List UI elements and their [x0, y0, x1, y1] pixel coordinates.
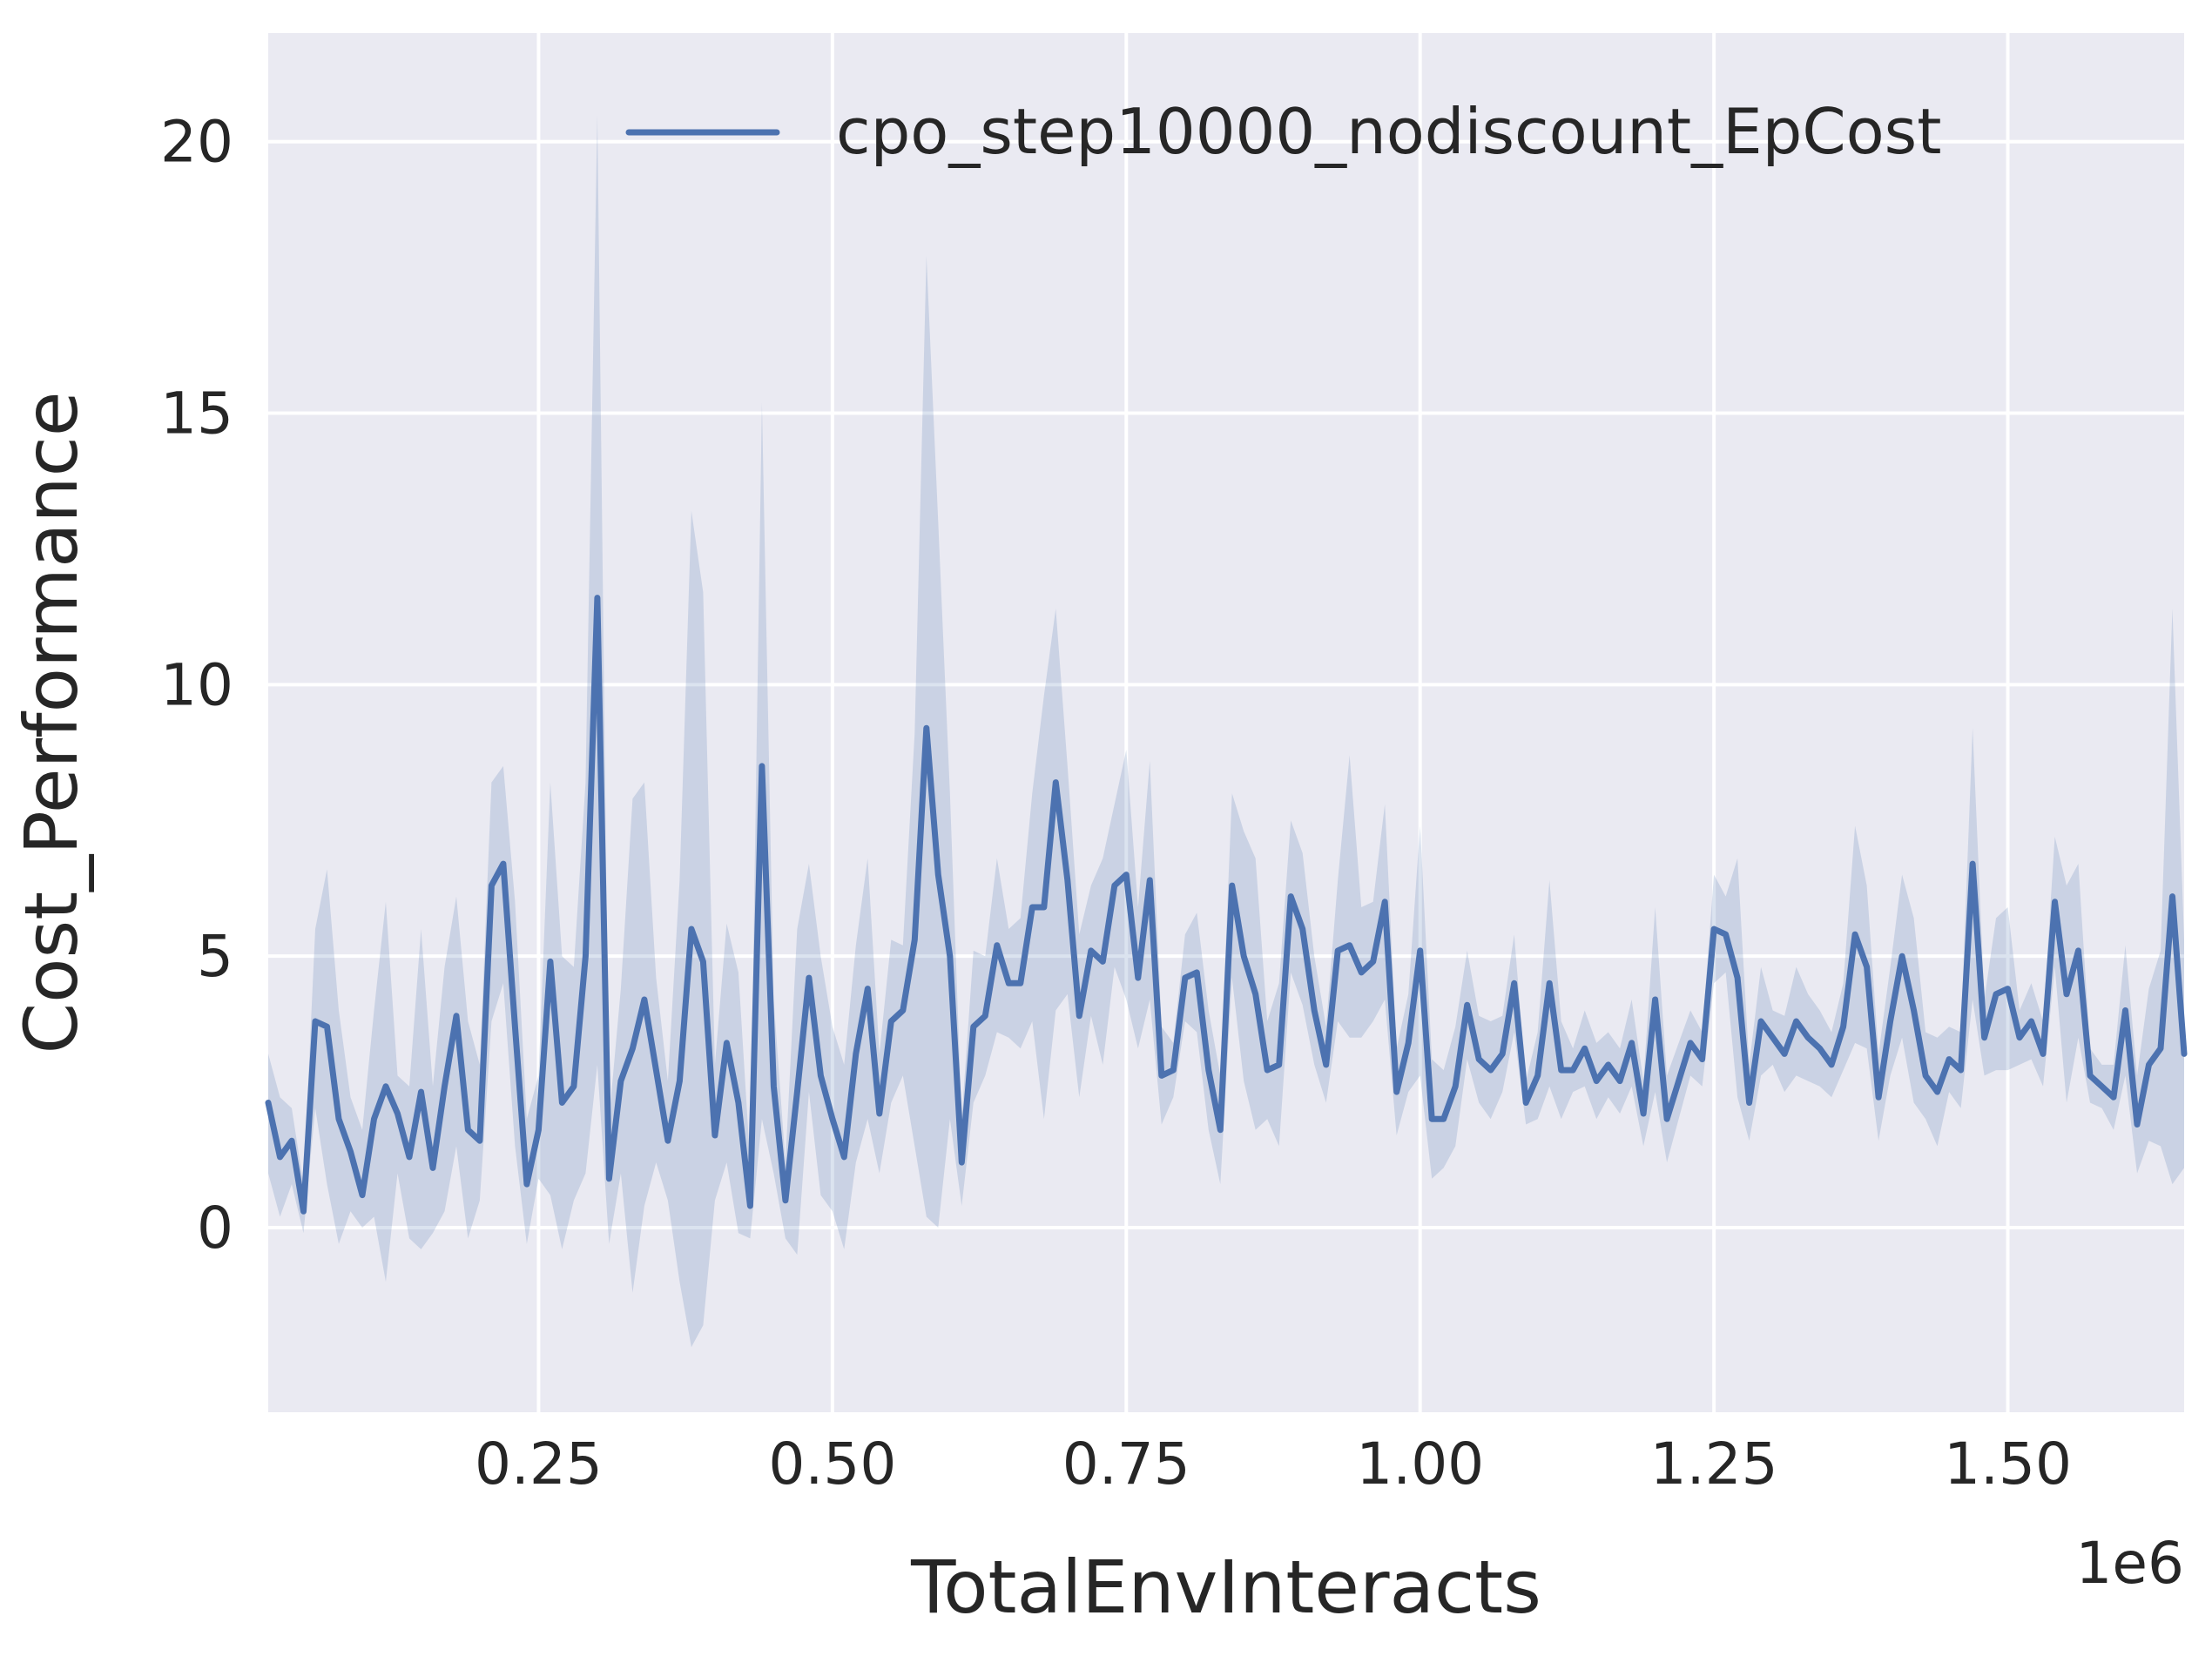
plot-background: [268, 33, 2184, 1412]
x-axis-offset-label: 1e6: [2075, 1530, 2184, 1597]
y-tick-label: 10: [160, 651, 233, 718]
x-tick-label: 1.25: [1650, 1430, 1778, 1498]
y-tick-label: 5: [197, 923, 233, 990]
y-tick-label: 20: [160, 109, 233, 176]
y-tick-label: 15: [160, 380, 233, 448]
series-line: [265, 595, 2188, 1215]
x-tick-label: 1.00: [1356, 1430, 1484, 1498]
y-axis-label: Cost_Performance: [9, 391, 94, 1054]
x-tick-label: 0.75: [1062, 1430, 1190, 1498]
legend: cpo_step10000_nodiscount_EpCost: [625, 95, 1941, 168]
legend-label: cpo_step10000_nodiscount_EpCost: [836, 95, 1941, 168]
x-tick-label: 0.50: [768, 1430, 896, 1498]
x-tick-label: 1.50: [1944, 1430, 2072, 1498]
x-tick-labels: 0.25 0.50 0.75 1.00 1.25 1.50: [475, 1430, 2072, 1498]
y-tick-labels: 0 5 10 15 20: [160, 109, 233, 1262]
x-axis-label: TotalEnvInteracts: [910, 1545, 1541, 1630]
x-tick-label: 0.25: [475, 1430, 603, 1498]
y-tick-label: 0: [197, 1195, 233, 1262]
